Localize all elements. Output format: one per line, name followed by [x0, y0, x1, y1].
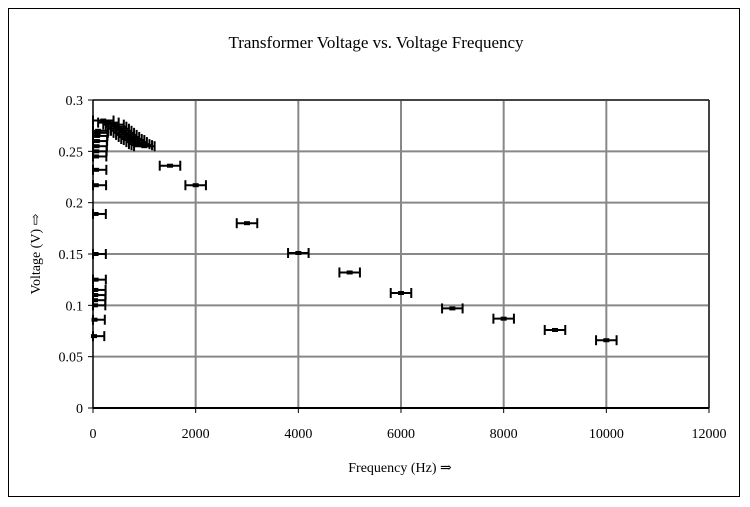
data-point: [93, 167, 100, 172]
data-point: [93, 139, 100, 144]
data-point: [92, 293, 99, 298]
data-point: [110, 122, 117, 127]
data-point: [95, 128, 102, 133]
data-point: [133, 140, 140, 145]
data-point: [123, 132, 130, 137]
data-point: [94, 130, 101, 135]
data-point: [167, 163, 173, 168]
x-tick-label: 12000: [692, 427, 727, 442]
x-tick-label: 6000: [387, 427, 415, 442]
data-point: [125, 134, 132, 139]
y-tick-label: 0.3: [66, 94, 84, 109]
data-point: [91, 317, 98, 322]
data-point: [93, 154, 100, 159]
x-tick-label: 2000: [182, 427, 210, 442]
data-point: [94, 133, 101, 138]
x-tick-label: 8000: [490, 427, 518, 442]
data-point: [346, 270, 353, 275]
data-point: [113, 124, 120, 129]
data-point: [120, 130, 127, 135]
y-tick-label: 0.15: [59, 248, 84, 263]
data-point: [93, 144, 100, 149]
x-tick-label: 4000: [284, 427, 312, 442]
data-point: [118, 128, 125, 133]
y-axis-label: Voltage (V) ⇨: [29, 213, 44, 294]
data-point: [449, 306, 456, 311]
data-point: [552, 327, 558, 332]
data-point: [500, 316, 507, 321]
data-point: [92, 211, 99, 216]
x-tick-label: 0: [90, 427, 97, 442]
data-point: [115, 126, 122, 131]
data-point: [92, 252, 99, 256]
data-point: [398, 291, 404, 296]
data-point: [244, 221, 250, 226]
x-tick-label: 10000: [589, 427, 624, 442]
y-tick-label: 0: [76, 402, 83, 417]
data-point: [92, 183, 99, 188]
data-point: [92, 287, 99, 292]
y-tick-label: 0.1: [66, 299, 84, 314]
chart-frame: [8, 8, 740, 497]
data-point: [295, 250, 302, 255]
y-tick-label: 0.2: [66, 197, 84, 212]
data-point: [92, 298, 99, 303]
data-point: [192, 183, 199, 188]
data-point: [131, 138, 138, 143]
data-point: [141, 144, 148, 149]
y-tick-label: 0.05: [59, 351, 84, 366]
data-point: [91, 334, 98, 339]
data-point: [92, 303, 99, 308]
chart-title: Transformer Voltage vs. Voltage Frequenc…: [228, 33, 524, 52]
data-point: [93, 149, 100, 154]
x-axis-label: Frequency (Hz) ⇒: [348, 461, 452, 476]
data-point: [92, 277, 99, 282]
data-point: [603, 338, 610, 343]
data-point: [105, 120, 112, 125]
y-tick-label: 0.25: [59, 145, 84, 160]
